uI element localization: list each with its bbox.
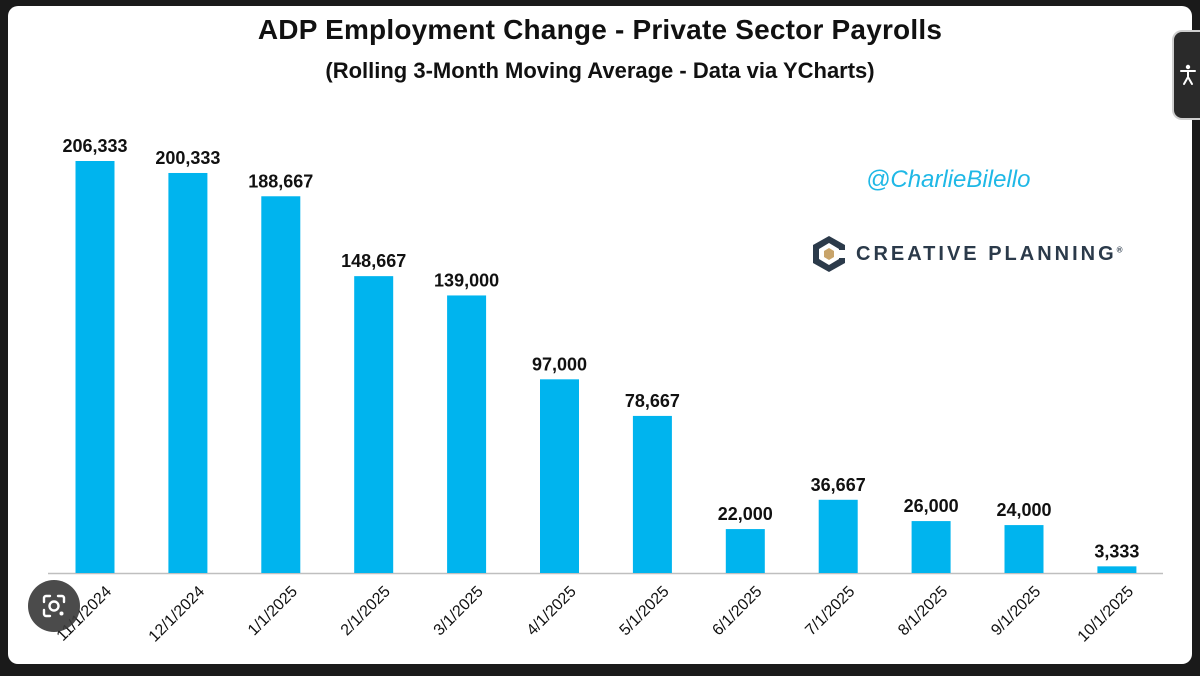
bar-7	[725, 529, 765, 573]
data-label-2: 188,667	[248, 171, 313, 191]
data-label-8: 36,667	[811, 475, 866, 495]
bar-2	[261, 196, 301, 574]
accessibility-tab[interactable]	[1172, 30, 1200, 120]
data-label-10: 24,000	[996, 500, 1051, 520]
logo-text: CREATIVE PLANNING®	[856, 243, 1123, 266]
data-label-1: 200,333	[155, 148, 220, 168]
chart-subtitle: (Rolling 3-Month Moving Average - Data v…	[325, 58, 875, 83]
x-tick-label-1: 12/1/2024	[146, 583, 208, 645]
data-label-9: 26,000	[904, 496, 959, 516]
author-watermark: @CharlieBilello	[866, 166, 1031, 193]
logo-trademark: ®	[1116, 244, 1123, 254]
bar-9	[911, 521, 951, 573]
data-label-3: 148,667	[341, 251, 406, 271]
x-tick-label-4: 3/1/2025	[431, 583, 487, 639]
x-tick-label-8: 7/1/2025	[802, 583, 858, 639]
chart-title: ADP Employment Change - Private Sector P…	[257, 14, 943, 45]
x-tick-label-7: 6/1/2025	[709, 583, 765, 639]
bar-11	[1097, 566, 1137, 573]
bar-10	[1004, 525, 1044, 573]
bar-5	[540, 379, 579, 573]
x-tick-label-3: 2/1/2025	[338, 583, 394, 639]
data-label-7: 22,000	[718, 504, 773, 524]
x-tick-label-6: 5/1/2025	[617, 583, 673, 639]
data-label-5: 97,000	[532, 354, 587, 374]
bar-6	[632, 415, 672, 573]
accessibility-icon	[1180, 64, 1196, 85]
bar-0	[75, 161, 115, 573]
bar-1	[168, 172, 208, 573]
google-lens-icon	[42, 594, 66, 618]
x-tick-label-11: 10/1/2025	[1075, 583, 1137, 645]
data-label-0: 206,333	[62, 136, 127, 156]
x-tick-label-2: 1/1/2025	[245, 583, 301, 639]
logo-text-label: CREATIVE PLANNING	[856, 242, 1117, 265]
bar-8	[818, 499, 858, 573]
bar-4	[447, 295, 487, 573]
data-label-4: 139,000	[434, 270, 499, 290]
x-tick-label-10: 9/1/2025	[988, 583, 1044, 639]
bar-3	[354, 276, 394, 573]
google-lens-button[interactable]	[28, 580, 80, 632]
data-label-6: 78,667	[625, 391, 680, 411]
x-tick-label-5: 4/1/2025	[524, 583, 580, 639]
creative-planning-logo-icon	[813, 236, 846, 272]
data-label-11: 3,333	[1094, 541, 1139, 561]
creative-planning-logo: CREATIVE PLANNING®	[812, 234, 1123, 274]
x-tick-label-9: 8/1/2025	[895, 583, 951, 639]
